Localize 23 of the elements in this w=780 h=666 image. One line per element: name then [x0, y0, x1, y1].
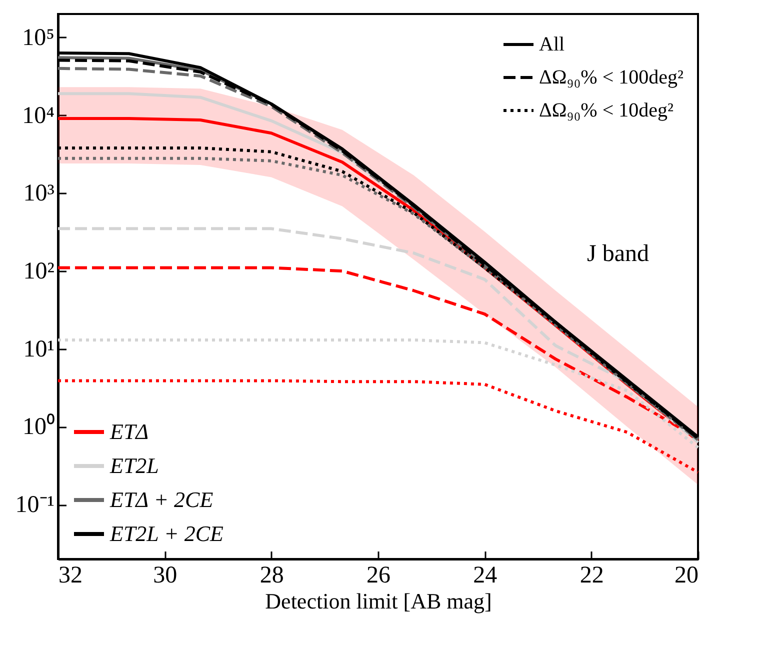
y-tick-label: 10⁻¹	[15, 492, 54, 518]
legend-label: ET2L	[109, 453, 159, 478]
x-tick-label: 30	[153, 562, 178, 588]
legend-label: ET2L + 2CE	[109, 521, 224, 546]
y-tick-label: 10⁰	[22, 413, 54, 440]
annotation: J band	[587, 241, 649, 267]
y-tick-label: 10⁴	[22, 102, 54, 129]
y-tick-label: 10³	[23, 180, 54, 207]
legend-label: ETΔ + 2CE	[109, 487, 214, 512]
y-tick-label: 10¹	[23, 336, 54, 362]
annotation: ΔΩ₉₀% < 100deg²	[539, 66, 684, 88]
x-tick-label: 24	[473, 562, 498, 588]
x-tick-label: 22	[580, 562, 604, 588]
x-tick-label: 26	[366, 562, 390, 588]
x-tick-label: 28	[260, 562, 284, 588]
legend-label: ETΔ	[109, 419, 149, 444]
x-tick-label: 32	[58, 562, 82, 588]
y-tick-label: 10²	[23, 258, 54, 285]
x-axis-title: Detection limit [AB mag]	[265, 588, 492, 614]
annotation: ΔΩ₉₀% < 10deg²	[539, 100, 674, 122]
y-tick-label: 10⁵	[22, 24, 54, 51]
annotation: All	[539, 34, 565, 56]
x-tick-label: 20	[674, 562, 698, 588]
